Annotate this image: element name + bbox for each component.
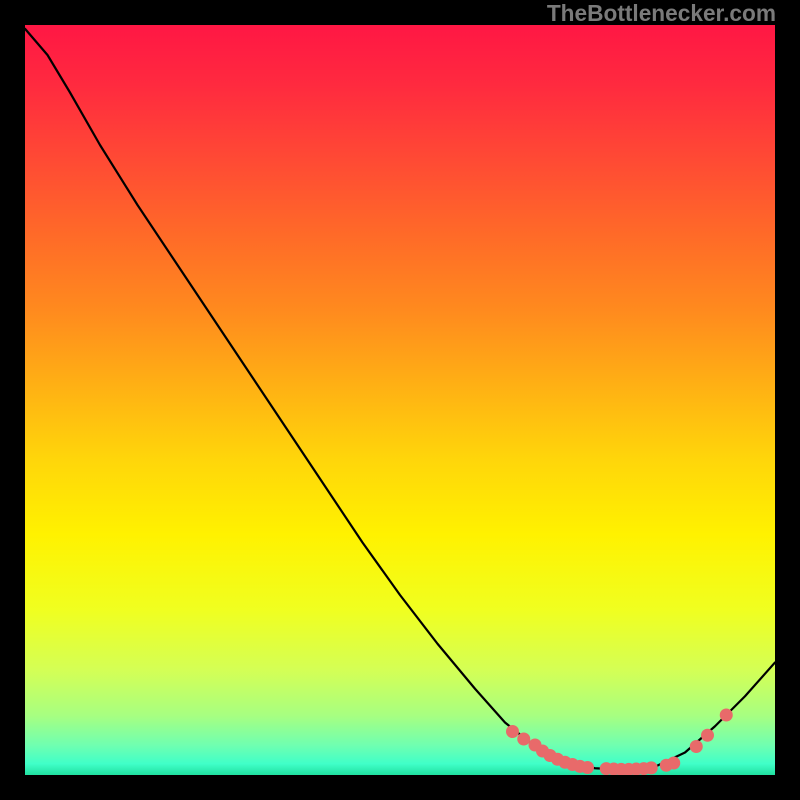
data-marker bbox=[667, 757, 680, 770]
gradient-background bbox=[25, 25, 775, 775]
data-marker bbox=[720, 709, 733, 722]
data-marker bbox=[690, 740, 703, 753]
data-marker bbox=[506, 725, 519, 738]
data-marker bbox=[701, 729, 714, 742]
plot-svg bbox=[25, 25, 775, 775]
data-marker bbox=[645, 761, 658, 774]
chart-frame: TheBottlenecker.com bbox=[0, 0, 800, 800]
data-marker bbox=[517, 733, 530, 746]
plot-area bbox=[25, 25, 775, 775]
data-marker bbox=[581, 761, 594, 774]
watermark-text: TheBottlenecker.com bbox=[547, 0, 776, 27]
